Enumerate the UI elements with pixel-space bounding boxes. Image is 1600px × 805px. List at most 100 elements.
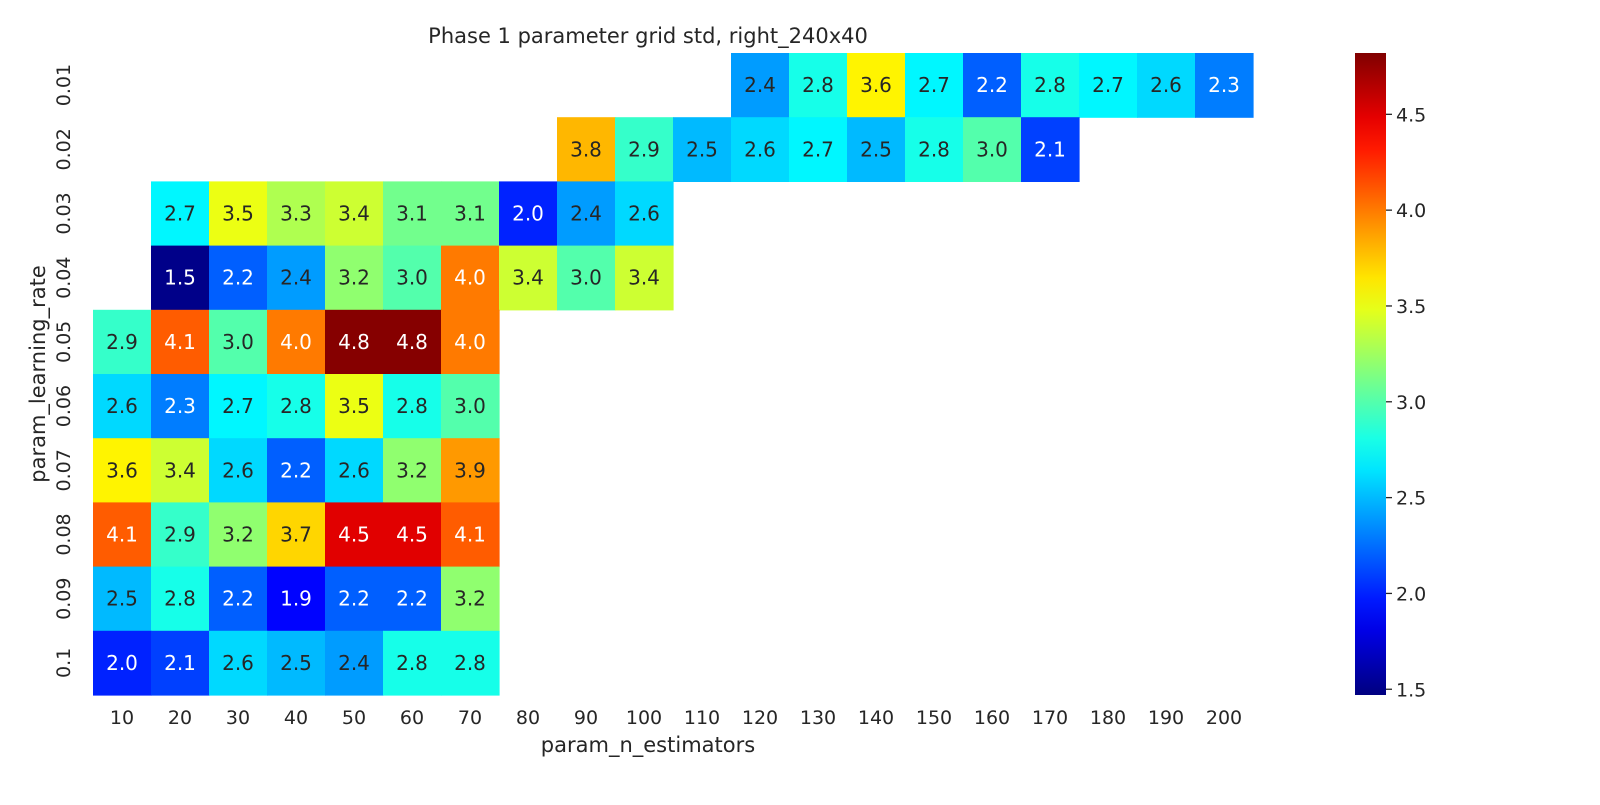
y-tick-label: 0.03 (53, 192, 75, 234)
x-tick-label: 130 (800, 707, 836, 729)
y-tick-label: 0.02 (53, 128, 75, 170)
colorbar: 1.5 2.0 2.5 3.0 3.5 4.0 4.5 (1355, 53, 1426, 701)
heatmap-cell (789, 53, 848, 118)
heatmap-cell (441, 566, 500, 632)
cell-value-label: 2.6 (628, 202, 660, 226)
y-tick-label: 0.04 (53, 257, 75, 299)
cell-value-label: 2.4 (280, 266, 312, 290)
cell-value-label: 2.7 (222, 394, 254, 418)
cell-value-label: 2.2 (976, 73, 1008, 97)
cell-value-label: 2.5 (860, 137, 892, 161)
heatmap-cell (267, 181, 326, 247)
y-tick-label: 0.1 (53, 648, 75, 678)
x-tick-label: 70 (458, 707, 482, 729)
cell-value-label: 3.2 (396, 458, 428, 482)
cell-value-label: 3.2 (338, 266, 370, 290)
cell-value-label: 3.7 (280, 523, 312, 547)
x-tick-label: 110 (684, 707, 720, 729)
cell-value-label: 2.8 (396, 651, 428, 675)
x-tick-label: 120 (742, 707, 778, 729)
cell-value-label: 3.0 (976, 137, 1008, 161)
heatmap-cell (151, 438, 210, 503)
heatmap-cell (441, 309, 500, 375)
heatmap-cell (325, 309, 384, 375)
cell-value-label: 2.2 (222, 587, 254, 611)
heatmap-cell (325, 630, 384, 696)
x-tick-label: 190 (1148, 707, 1184, 729)
heatmap-cell (441, 502, 500, 568)
cell-value-label: 2.6 (222, 651, 254, 675)
x-axis-ticks: 10 20 30 40 50 60 70 80 90 100 110 120 130 140 150 160 1… (110, 707, 1242, 729)
x-tick-label: 180 (1090, 707, 1126, 729)
heatmap-cell (383, 502, 442, 568)
heatmap-cell (557, 117, 616, 182)
cell-value-label: 3.4 (338, 202, 370, 226)
heatmap-cell (209, 309, 268, 375)
heatmap-cell (963, 53, 1022, 118)
heatmap-cell (151, 309, 210, 375)
cell-value-label: 3.6 (106, 458, 138, 482)
cell-value-label: 2.5 (686, 137, 718, 161)
cell-value-label: 3.8 (570, 137, 602, 161)
cell-value-label: 2.8 (802, 73, 834, 97)
heatmap-cell (441, 630, 500, 696)
y-tick-label: 0.08 (53, 513, 75, 555)
cell-value-label: 4.0 (454, 330, 486, 354)
cell-value-label: 3.9 (454, 458, 486, 482)
cell-value-label: 4.1 (164, 330, 196, 354)
cell-value-label: 2.7 (164, 202, 196, 226)
x-tick-label: 60 (400, 707, 424, 729)
cell-value-label: 2.2 (222, 266, 254, 290)
cell-value-label: 2.0 (106, 651, 138, 675)
cell-value-label: 1.5 (164, 266, 196, 290)
heatmap-cell (1079, 53, 1138, 118)
heatmap-cell (93, 502, 152, 568)
cell-value-label: 3.5 (338, 394, 370, 418)
heatmap-cell (325, 502, 384, 568)
heatmap-cell (209, 502, 268, 568)
cell-value-label: 3.6 (860, 73, 892, 97)
cell-value-label: 3.1 (396, 202, 428, 226)
heatmap-cell (151, 181, 210, 247)
heatmap-cell (209, 245, 268, 311)
heatmap-cell (267, 309, 326, 375)
heatmap-cell (151, 502, 210, 568)
heatmap-cell (267, 438, 326, 503)
cell-value-label: 2.1 (164, 651, 196, 675)
cell-value-label: 3.4 (512, 266, 544, 290)
cell-value-label: 3.0 (396, 266, 428, 290)
heatmap-cell (383, 181, 442, 247)
cell-value-label: 2.6 (338, 458, 370, 482)
heatmap-cell (847, 53, 906, 118)
heatmap-cell (325, 245, 384, 311)
cell-value-label: 2.3 (164, 394, 196, 418)
heatmap-cell (673, 117, 732, 182)
cell-value-label: 2.2 (280, 458, 312, 482)
heatmap-cell (325, 374, 384, 439)
heatmap-cell (615, 181, 674, 247)
x-tick-label: 90 (574, 707, 598, 729)
heatmap-cell (267, 630, 326, 696)
cell-value-label: 3.0 (570, 266, 602, 290)
cell-value-label: 2.9 (164, 523, 196, 547)
cell-value-label: 4.0 (454, 266, 486, 290)
heatmap-cell (267, 374, 326, 439)
cell-value-label: 3.2 (454, 587, 486, 611)
cell-value-label: 3.2 (222, 523, 254, 547)
heatmap-cell (557, 245, 616, 311)
cell-value-label: 2.6 (744, 137, 776, 161)
heatmap-cell (325, 438, 384, 503)
heatmap-cell (151, 245, 210, 311)
heatmap-cell (1021, 53, 1080, 118)
heatmap-cell (93, 630, 152, 696)
heatmap-cell (325, 181, 384, 247)
x-tick-label: 150 (916, 707, 952, 729)
cell-value-label: 2.6 (106, 394, 138, 418)
cell-value-label: 2.9 (628, 137, 660, 161)
heatmap-cell (499, 245, 558, 311)
cell-value-label: 2.4 (744, 73, 776, 97)
x-tick-label: 30 (226, 707, 250, 729)
cell-value-label: 2.6 (222, 458, 254, 482)
x-tick-label: 160 (974, 707, 1010, 729)
